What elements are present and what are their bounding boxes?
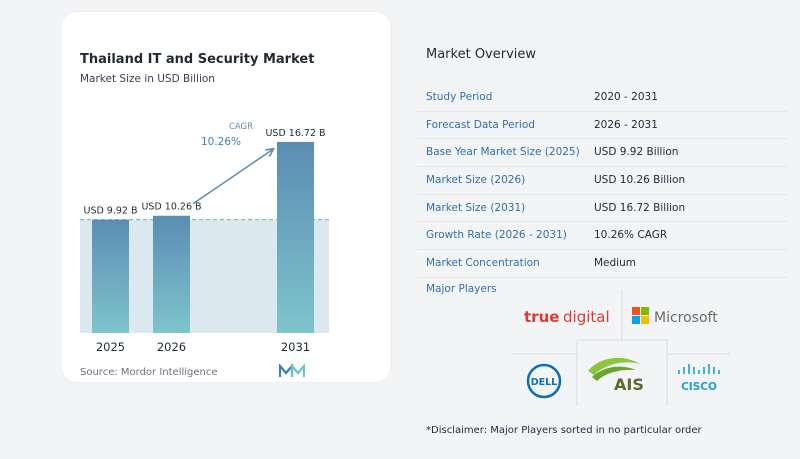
chart-canvas: USD 9.92 B 2025 USD 10.26 B 2026 USD 16.72 B… [80, 122, 329, 354]
cisco-logo: CISCO [678, 364, 720, 393]
microsoft-text: Microsoft [654, 310, 718, 326]
cisco-text: CISCO [681, 381, 717, 393]
ais-swoosh-icon [592, 366, 636, 381]
dell-text: DELL [531, 377, 557, 388]
overview-row: Forecast Data Period 2026 - 2031 [417, 112, 787, 140]
overview-row: Market Size (2026) USD 10.26 Billion [417, 167, 787, 195]
overview-label: Growth Rate (2026 - 2031) [426, 229, 567, 242]
overview-label: Study Period [426, 91, 493, 103]
overview-label: Market Concentration [426, 257, 540, 270]
cagr-label: CAGR [229, 122, 253, 132]
x-tick-2026: 2026 [157, 340, 186, 354]
major-players-title: Major Players [426, 283, 497, 295]
bar-2025 [92, 219, 129, 333]
overview-value: 2020 - 2031 [594, 91, 658, 103]
microsoft-square-green [641, 307, 649, 315]
overview-value: USD 10.26 Billion [594, 174, 686, 187]
x-tick-2031: 2031 [281, 340, 310, 354]
logo-grid-lines [512, 290, 730, 406]
bar-2031 [277, 141, 314, 333]
dell-logo: DELL [526, 363, 562, 399]
cagr-arrow [192, 150, 272, 205]
overview-label: Forecast Data Period [426, 118, 535, 131]
data-label-2031: USD 16.72 B [265, 128, 325, 139]
ais-logo: AIS [588, 357, 644, 394]
overview-value: 2026 - 2031 [594, 118, 658, 131]
overview-value: USD 9.92 Billion [594, 146, 679, 159]
overview-label: Market Size (2031) [426, 201, 526, 214]
cisco-bridge-icon [678, 364, 720, 374]
overview-value: 10.26% CAGR [594, 229, 668, 242]
overview-value: Medium [594, 257, 636, 270]
mordor-logo-icon [279, 364, 305, 377]
chart-source: Source: Mordor Intelligence [80, 367, 218, 378]
overview-row: Base Year Market Size (2025) USD 9.92 Bil… [417, 139, 787, 168]
chart-subtitle: Market Size in USD Billion [80, 73, 215, 85]
truedigital-text-digital: digital [563, 308, 610, 326]
microsoft-square-red [632, 307, 640, 315]
overview-row: Growth Rate (2026 - 2031) 10.26% CAGR [417, 222, 787, 251]
overview-row: Market Size (2031) USD 16.72 Billion [417, 195, 787, 223]
overview-value: USD 16.72 Billion [594, 201, 686, 214]
ais-swoosh-icon [588, 357, 640, 375]
market-overview-table: Study Period 2020 - 2031 Forecast Data Pe… [417, 84, 787, 278]
microsoft-square-blue [632, 316, 640, 324]
cagr-value: 10.26% [201, 136, 241, 148]
overview-row: Study Period 2020 - 2031 [417, 84, 787, 112]
microsoft-logo: Microsoft [632, 307, 718, 326]
overview-label: Base Year Market Size (2025) [426, 146, 580, 159]
overview-row: Market Concentration Medium [417, 250, 787, 278]
market-overview-title: Market Overview [426, 47, 537, 62]
x-tick-2025: 2025 [96, 340, 125, 354]
bar-2026 [153, 215, 190, 333]
overview-label: Market Size (2026) [426, 174, 526, 187]
disclaimer: *Disclaimer: Major Players sorted in no … [426, 425, 702, 436]
truedigital-text-true: true [524, 308, 559, 326]
truedigital-logo: true digital [524, 308, 610, 326]
data-label-2025: USD 9.92 B [83, 206, 137, 217]
microsoft-square-yellow [641, 316, 649, 324]
data-label-2026: USD 10.26 B [141, 202, 201, 213]
chart-title: Thailand IT and Security Market [80, 52, 315, 67]
dell-ring-icon [526, 363, 562, 399]
ais-text: AIS [614, 375, 644, 394]
